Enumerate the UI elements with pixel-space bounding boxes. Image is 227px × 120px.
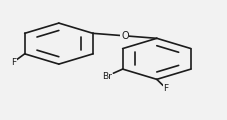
Text: F: F: [11, 58, 16, 67]
Text: Br: Br: [101, 72, 111, 81]
Text: F: F: [163, 84, 168, 93]
Text: O: O: [121, 31, 128, 41]
